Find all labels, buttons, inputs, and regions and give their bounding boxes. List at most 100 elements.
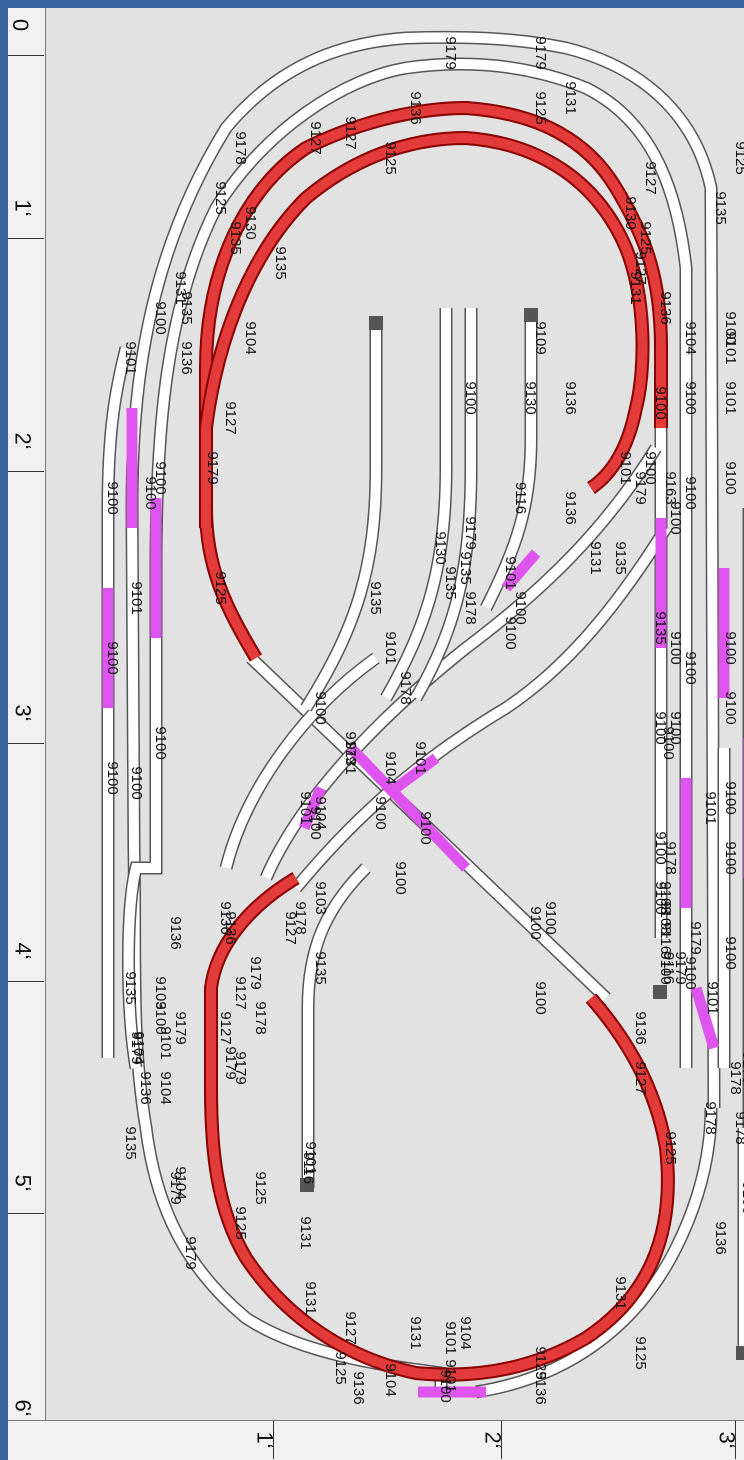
track-part-label: 9178: [727, 1061, 744, 1094]
track-part-label: 9127: [632, 251, 649, 284]
track-part-label: 9101: [382, 631, 399, 664]
track-part-label: 9100: [462, 381, 479, 414]
track-part-label: 9125: [662, 1131, 679, 1164]
track-magenta-11: [298, 785, 327, 831]
track-part-label: 9100: [392, 861, 409, 894]
track-part-label: 9136: [137, 1071, 154, 1104]
track-part-label: 9125: [532, 91, 549, 124]
track-part-label: 9100: [512, 591, 529, 624]
track-part-label: 9103: [657, 901, 674, 934]
track-part-label: 9100: [742, 691, 744, 724]
track-part-label: 9104: [157, 1071, 174, 1104]
track-part-label: 9100: [722, 631, 739, 664]
ruler-x-tick: [8, 238, 44, 239]
track-part-label: 9127: [642, 161, 659, 194]
track-part-label: 9104: [312, 796, 329, 829]
track-part-label: 9136: [532, 1371, 549, 1404]
ruler-x-label: 4‘: [10, 942, 36, 960]
track-part-label: 9136: [562, 381, 579, 414]
track-part-label: 9100: [652, 711, 669, 744]
track-part-label: 9101: [122, 341, 139, 374]
track-part-label: 9135: [652, 611, 669, 644]
track-part-label: 9125: [382, 141, 399, 174]
buffer-stop-3: [300, 1178, 314, 1192]
track-part-label: 9100: [642, 451, 659, 484]
track-part-label: 9125: [632, 1336, 649, 1369]
track-part-label: 9125: [732, 141, 744, 174]
track-part-label: 9131: [407, 1316, 424, 1349]
ruler-x-label: 6‘: [10, 1399, 36, 1417]
track-part-label: 9127: [307, 121, 324, 154]
track-part-label: 9127: [222, 401, 239, 434]
track-part-label: 9125: [252, 1171, 269, 1204]
track-part-label: 9178: [702, 1101, 719, 1134]
track-part-label: 9100: [312, 691, 329, 724]
track-part-label: 9179: [342, 731, 359, 764]
ruler-y-tick: [735, 1421, 736, 1459]
track-part-label: 9100: [152, 461, 169, 494]
track-part-label: 9100: [742, 281, 744, 314]
track-part-label: 9179: [462, 516, 479, 549]
track-part-label: 9100: [657, 951, 674, 984]
track-part-label: 9100: [372, 796, 389, 829]
track-magenta-10: [501, 549, 541, 592]
track-part-label: 9135: [122, 1126, 139, 1159]
track-part-label: 9135: [367, 581, 384, 614]
track-part-label: 9100: [128, 766, 145, 799]
track-part-label: 9179: [222, 1046, 239, 1079]
track-part-label: 9179: [172, 1011, 189, 1044]
track-part-label: 9127: [342, 116, 359, 149]
track-part-label: 9178: [252, 1001, 269, 1034]
track-part-label: 9130: [242, 206, 259, 239]
track-part-label: 9100: [722, 841, 739, 874]
track-part-label: 9101: [412, 741, 429, 774]
track-part-label: 9104: [457, 1316, 474, 1349]
track-part-label: 9101: [722, 381, 739, 414]
track-part-label: 9101: [302, 1141, 319, 1174]
track-part-label: 9104: [242, 321, 259, 354]
track-part-label: 9100: [152, 301, 169, 334]
track-part-label: 9100: [307, 806, 324, 839]
track-part-label: 9136: [632, 1011, 649, 1044]
track-part-label: 9179: [739, 1051, 744, 1084]
track-part-label: 9179: [247, 956, 264, 989]
track-part-label: 9131: [587, 541, 604, 574]
track-part-label: 9101: [442, 1321, 459, 1354]
track-part-label: 9101: [617, 451, 634, 484]
track-canvas[interactable]: 9125 9136 9104 9101 9136 9125 9125 9131 9127 9131…: [46, 8, 744, 1420]
track-part-label: 9100: [722, 461, 739, 494]
track-part-label: 9100: [667, 711, 684, 744]
track-part-label: 9127: [217, 1011, 234, 1044]
buffer-stop-1: [369, 316, 383, 330]
track-part-label: 9116: [512, 482, 529, 514]
track-part-label: 9178: [662, 841, 679, 874]
track-part-label: 9136: [407, 91, 424, 124]
track-part-label: 9100: [142, 476, 159, 509]
track-magenta-12: [690, 986, 720, 1050]
track-part-label: 9136: [562, 491, 579, 524]
track-part-label: 9179: [167, 1171, 184, 1204]
track-part-label: 9101: [502, 556, 519, 589]
track-part-label: 9100: [740, 1231, 744, 1264]
track-part-label: 9100: [682, 381, 699, 414]
track-part-label: 9135: [712, 191, 729, 224]
track-part-label: 9179: [128, 1031, 145, 1064]
track-part-label: 9100: [652, 831, 669, 864]
track-part-label: 9178: [397, 671, 414, 704]
track-part-label: 9131: [562, 81, 579, 114]
track-part-label: 9100: [104, 761, 121, 794]
track-part-label: 9130: [522, 381, 539, 414]
track-part-label: 9131: [302, 1281, 319, 1314]
ruler-x-tick: [8, 1213, 44, 1214]
track-part-label: 9100: [417, 811, 434, 844]
track-part-label: 9116: [660, 952, 677, 984]
track-part-label: 9135: [272, 246, 289, 279]
ruler-x-label: 3‘: [10, 704, 36, 722]
track-part-label: 9163: [662, 471, 679, 504]
track-part-label: 9100: [682, 651, 699, 684]
track-part-label: 9136: [178, 341, 195, 374]
track-part-label: 9127: [282, 911, 299, 944]
track-part-label: 9101: [702, 791, 719, 824]
